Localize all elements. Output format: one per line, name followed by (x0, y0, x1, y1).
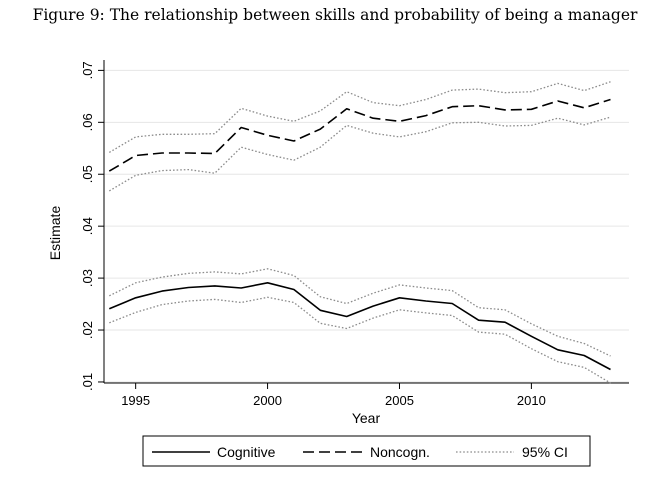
y-tick-label: .06 (80, 113, 95, 131)
gridlines (104, 69, 629, 383)
y-tick-label: .04 (80, 217, 95, 235)
series-noncogn (108, 98, 611, 172)
legend-label-ci: 95% CI (522, 444, 568, 460)
legend: Cognitive Noncogn. 95% CI (142, 435, 591, 467)
y-axis-title: Estimate (47, 206, 63, 261)
series-lines (108, 81, 611, 384)
x-tick-label: 2010 (517, 393, 546, 408)
y-tick-label: .05 (80, 165, 95, 183)
y-tick-label: .07 (80, 61, 95, 79)
legend-label-noncogn: Noncogn. (370, 444, 430, 460)
x-tick-label: 1995 (121, 393, 150, 408)
figure-title: Figure 9: The relationship between skill… (32, 6, 638, 24)
series-ci-bound-2 (109, 296, 611, 384)
axes (103, 60, 629, 384)
series-ci-bound-5 (108, 116, 611, 192)
legend-label-cognitive: Cognitive (217, 444, 276, 460)
series-ci-bound-4 (108, 81, 611, 153)
series-ci-bound-1 (109, 268, 611, 357)
legend-box (142, 435, 591, 467)
y-ticks: .01 .02 .03 .04 .05 .06 .07 (80, 61, 104, 391)
series-cognitive (108, 281, 611, 371)
y-tick-label: .03 (80, 269, 95, 287)
x-tick-label: 2000 (253, 393, 282, 408)
x-axis-title: Year (352, 410, 381, 426)
y-tick-label: .02 (80, 321, 95, 339)
x-ticks: 1995 2000 2005 2010 (121, 383, 546, 408)
y-tick-label: .01 (80, 373, 95, 391)
x-tick-label: 2005 (385, 393, 414, 408)
